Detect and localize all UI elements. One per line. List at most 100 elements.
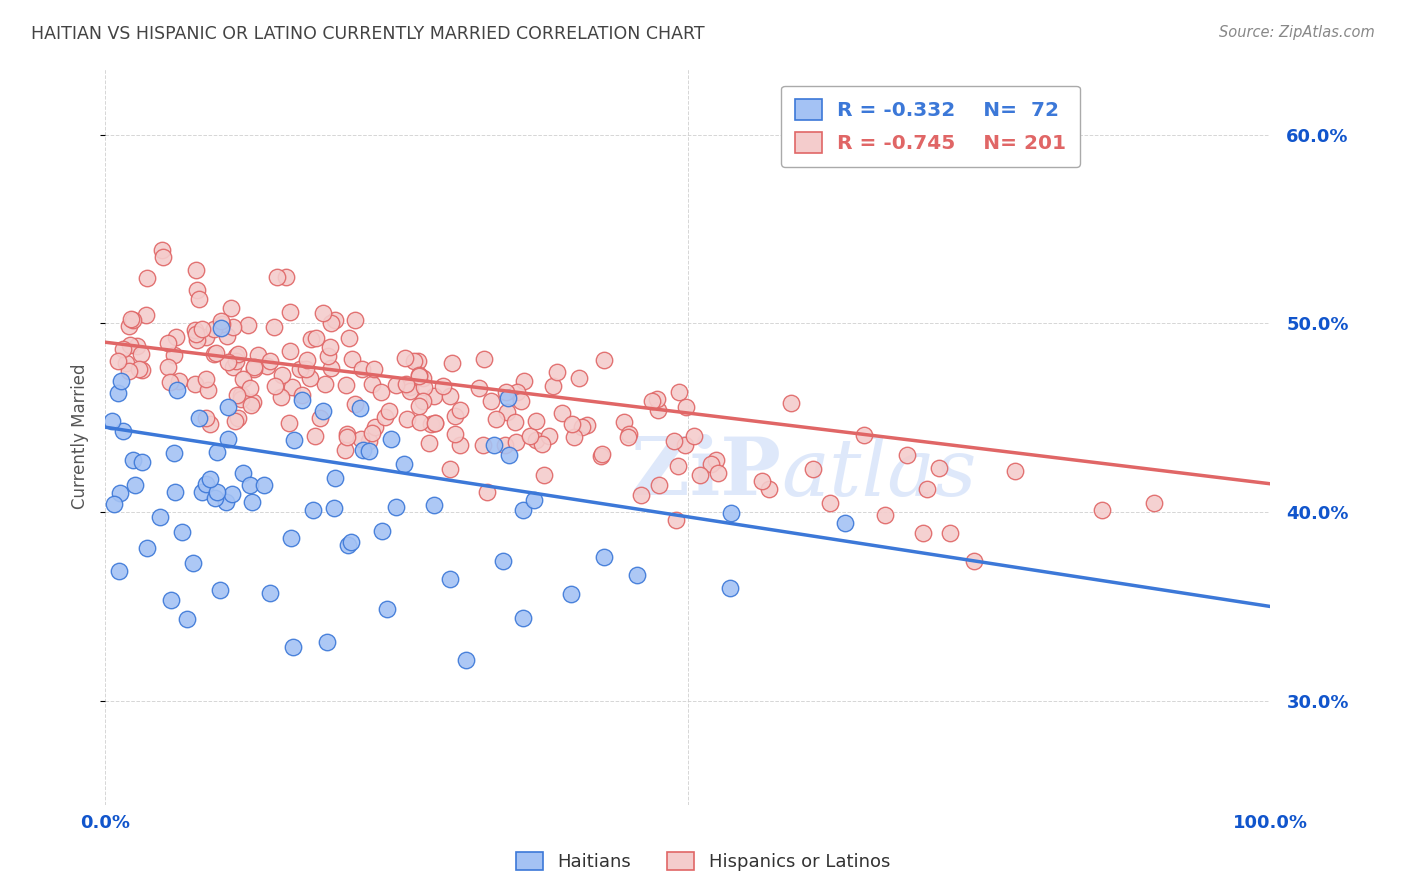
Point — [720, 506, 742, 520]
Point — [531, 437, 554, 451]
Point — [127, 339, 149, 353]
Point — [205, 484, 228, 499]
Point — [439, 389, 461, 403]
Point — [215, 495, 238, 509]
Point — [159, 593, 181, 607]
Point — [538, 429, 561, 443]
Point — [198, 417, 221, 431]
Point — [406, 354, 429, 368]
Point — [546, 365, 568, 379]
Point — [336, 430, 359, 444]
Point — [505, 385, 527, 400]
Point — [409, 415, 432, 429]
Point — [107, 386, 129, 401]
Point — [243, 359, 266, 374]
Point — [163, 446, 186, 460]
Point — [239, 478, 262, 492]
Point — [613, 415, 636, 429]
Point — [124, 478, 146, 492]
Point — [246, 348, 269, 362]
Point — [592, 550, 614, 565]
Point — [266, 269, 288, 284]
Point — [938, 525, 960, 540]
Point — [226, 410, 249, 425]
Point — [156, 336, 179, 351]
Point — [186, 334, 208, 348]
Point — [375, 602, 398, 616]
Point — [422, 389, 444, 403]
Point — [150, 244, 173, 258]
Point — [208, 582, 231, 597]
Point — [340, 351, 363, 366]
Point — [498, 449, 520, 463]
Point — [308, 410, 330, 425]
Point — [700, 457, 723, 471]
Point — [467, 381, 489, 395]
Point — [256, 359, 278, 373]
Point — [420, 417, 443, 431]
Point — [801, 462, 824, 476]
Point — [217, 401, 239, 415]
Point — [928, 461, 950, 475]
Point — [707, 467, 730, 481]
Point — [176, 612, 198, 626]
Point — [668, 385, 690, 400]
Point — [239, 381, 262, 395]
Point — [312, 306, 335, 320]
Point — [194, 330, 217, 344]
Point — [359, 444, 381, 458]
Point — [226, 346, 249, 360]
Point — [314, 376, 336, 391]
Point — [129, 347, 152, 361]
Point — [304, 429, 326, 443]
Point — [288, 362, 311, 376]
Point — [485, 412, 508, 426]
Point — [834, 516, 856, 531]
Point — [319, 361, 342, 376]
Point — [197, 384, 219, 398]
Point — [673, 437, 696, 451]
Point — [665, 513, 688, 527]
Point — [441, 356, 464, 370]
Point — [163, 485, 186, 500]
Point — [118, 318, 141, 333]
Point — [380, 433, 402, 447]
Point — [443, 409, 465, 424]
Point — [107, 564, 129, 578]
Point — [617, 427, 640, 442]
Point — [222, 320, 245, 334]
Point — [551, 406, 574, 420]
Point — [343, 397, 366, 411]
Point — [224, 414, 246, 428]
Point — [295, 353, 318, 368]
Text: ZiP: ZiP — [631, 434, 780, 512]
Y-axis label: Currently Married: Currently Married — [72, 364, 89, 509]
Point — [413, 379, 436, 393]
Point — [120, 338, 142, 352]
Point — [472, 438, 495, 452]
Point — [271, 368, 294, 382]
Point — [963, 553, 986, 567]
Point — [917, 482, 939, 496]
Point — [159, 375, 181, 389]
Legend: R = -0.332    N=  72, R = -0.745    N= 201: R = -0.332 N= 72, R = -0.745 N= 201 — [780, 86, 1080, 167]
Point — [349, 401, 371, 416]
Point — [689, 467, 711, 482]
Point — [312, 404, 335, 418]
Point — [1143, 496, 1166, 510]
Point — [751, 474, 773, 488]
Point — [131, 363, 153, 377]
Point — [110, 486, 132, 500]
Point — [322, 501, 344, 516]
Point — [240, 494, 263, 508]
Point — [280, 531, 302, 545]
Point — [221, 360, 243, 375]
Point — [392, 457, 415, 471]
Point — [221, 486, 243, 500]
Point — [496, 391, 519, 405]
Point — [229, 392, 252, 406]
Point — [593, 353, 616, 368]
Point — [439, 572, 461, 586]
Point — [423, 416, 446, 430]
Point — [122, 452, 145, 467]
